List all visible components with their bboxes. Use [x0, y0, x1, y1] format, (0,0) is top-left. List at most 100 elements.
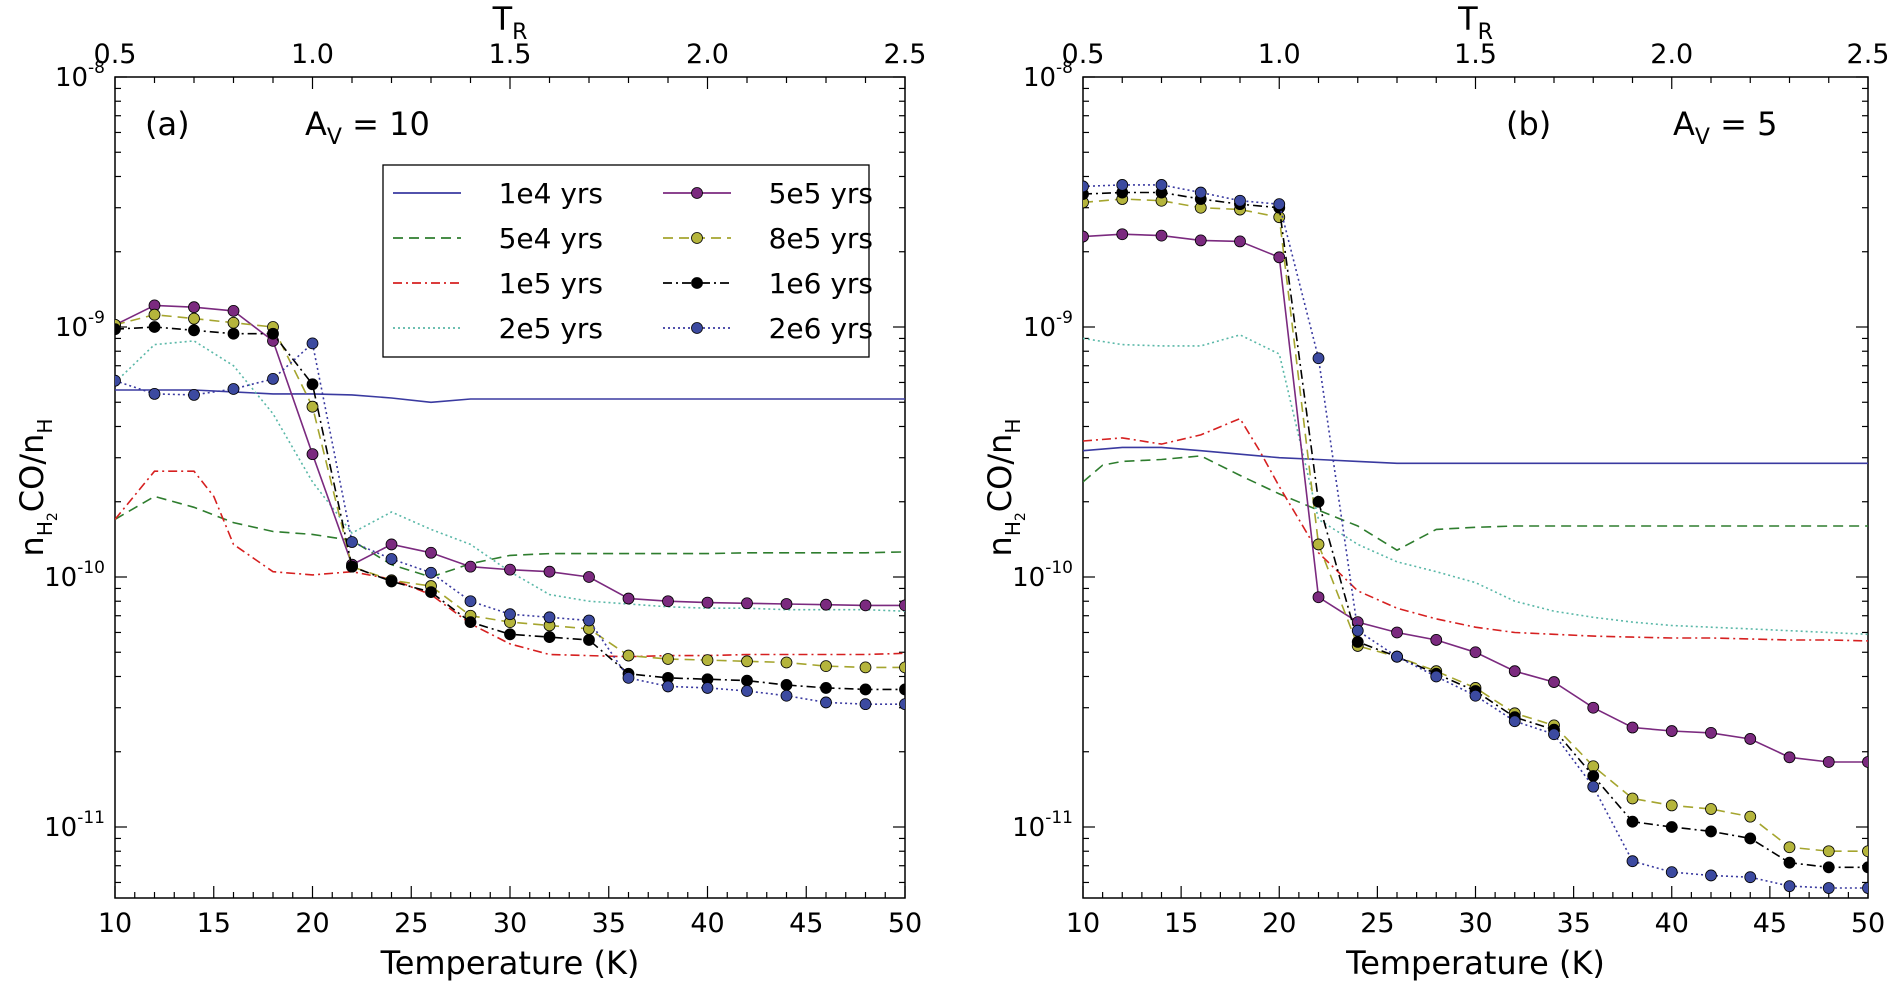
data-point	[188, 301, 200, 314]
data-point	[1391, 626, 1403, 639]
top-tick-label: 1.0	[1258, 39, 1301, 70]
data-point	[741, 685, 753, 697]
data-point	[148, 388, 161, 400]
data-point	[1548, 728, 1560, 741]
data-point	[148, 308, 161, 321]
data-point	[188, 324, 200, 337]
extinction-label: AV = 10	[305, 105, 430, 150]
x-tick-label: 30	[1458, 908, 1492, 939]
data-point	[1705, 825, 1717, 838]
series-1e6-yrs	[115, 321, 905, 696]
data-point	[1116, 228, 1129, 241]
data-point	[1822, 845, 1835, 858]
data-point	[583, 614, 595, 627]
data-point	[741, 655, 753, 668]
data-point	[1430, 634, 1443, 646]
data-point	[1116, 179, 1129, 191]
data-point	[859, 683, 872, 696]
data-point	[1822, 756, 1835, 768]
data-point	[1665, 866, 1678, 879]
data-point	[346, 560, 358, 573]
series-2e6-yrs	[1083, 179, 1868, 894]
extinction-label: AV = 5	[1673, 105, 1777, 150]
data-point	[1744, 832, 1757, 845]
top-tick-label: 2.5	[1847, 39, 1890, 70]
data-point	[1665, 725, 1678, 737]
y-axis-label: nH2CO/nH	[13, 419, 61, 557]
data-point	[306, 448, 319, 461]
data-point	[899, 661, 905, 674]
data-point	[227, 316, 240, 329]
data-point	[899, 698, 905, 711]
legend-label: 2e5 yrs	[499, 312, 603, 345]
data-point	[1705, 726, 1717, 739]
top-tick-label: 2.0	[686, 39, 729, 70]
data-point	[583, 634, 595, 646]
data-point	[227, 304, 240, 317]
data-point	[227, 327, 240, 340]
data-point	[899, 599, 905, 612]
x-tick-label: 50	[1851, 908, 1885, 939]
top-tick-label: 2.5	[884, 39, 927, 70]
data-point	[622, 671, 635, 684]
data-point	[1862, 882, 1868, 894]
series-1e4-yrs	[115, 389, 905, 404]
top-tick-label: 0.5	[94, 39, 137, 70]
x-tick-label: 25	[1360, 908, 1394, 939]
data-point	[425, 586, 437, 599]
x-tick-label: 20	[295, 908, 329, 939]
legend-marker	[691, 187, 703, 199]
series-1e6-yrs	[1083, 186, 1868, 874]
data-point	[306, 378, 319, 391]
data-point	[780, 689, 793, 702]
legend-marker	[691, 322, 703, 334]
series-2e6-yrs	[115, 337, 905, 711]
data-point	[662, 653, 674, 665]
x-tick-label: 15	[1164, 908, 1198, 939]
x-axis-label: Temperature (K)	[1345, 944, 1605, 982]
legend-label: 2e6 yrs	[769, 312, 873, 345]
data-point	[504, 628, 516, 641]
data-point	[1822, 882, 1835, 894]
panel-b: 10 15 20 25 30 35 40 45 50 0.5 1.0 1.5 2.0 2.5 10-8 10-…	[981, 0, 1889, 982]
data-point	[115, 323, 121, 336]
x-tick-label: 15	[197, 908, 231, 939]
series-line	[1083, 184, 1868, 889]
data-point	[543, 565, 556, 578]
x-tick-label: 45	[1753, 908, 1787, 939]
series-5e4-yrs	[115, 495, 905, 578]
data-point	[1508, 665, 1521, 678]
x-tick-label: 40	[1655, 908, 1689, 939]
legend-marker	[691, 277, 703, 289]
data-point	[1862, 861, 1868, 874]
data-point	[227, 383, 240, 395]
data-point	[741, 674, 753, 687]
data-point	[543, 611, 556, 624]
data-point	[1783, 841, 1796, 854]
series-line	[1083, 455, 1868, 552]
y-tick-label: 10-11	[44, 808, 105, 843]
series-5e4-yrs	[1083, 455, 1868, 552]
panel-label: (b)	[1506, 105, 1551, 143]
data-point	[1083, 230, 1089, 243]
data-point	[859, 661, 872, 674]
data-point	[701, 596, 714, 609]
x-axis-label: Temperature (K)	[380, 944, 640, 982]
data-point	[267, 373, 279, 385]
x-tick-label: 30	[493, 908, 527, 939]
top-tick-label: 1.0	[291, 39, 334, 70]
top-tick-label: 1.5	[1454, 39, 1497, 70]
data-point	[1862, 756, 1868, 768]
data-point	[1744, 810, 1757, 823]
data-point	[385, 575, 398, 588]
series-line	[1083, 198, 1868, 853]
data-point	[1587, 780, 1600, 793]
data-point	[1587, 701, 1600, 714]
data-point	[1626, 815, 1639, 828]
data-point	[622, 592, 635, 605]
data-point	[701, 654, 714, 667]
data-point	[1083, 180, 1089, 193]
data-point	[425, 546, 437, 559]
x-tick-label: 10	[1066, 908, 1100, 939]
